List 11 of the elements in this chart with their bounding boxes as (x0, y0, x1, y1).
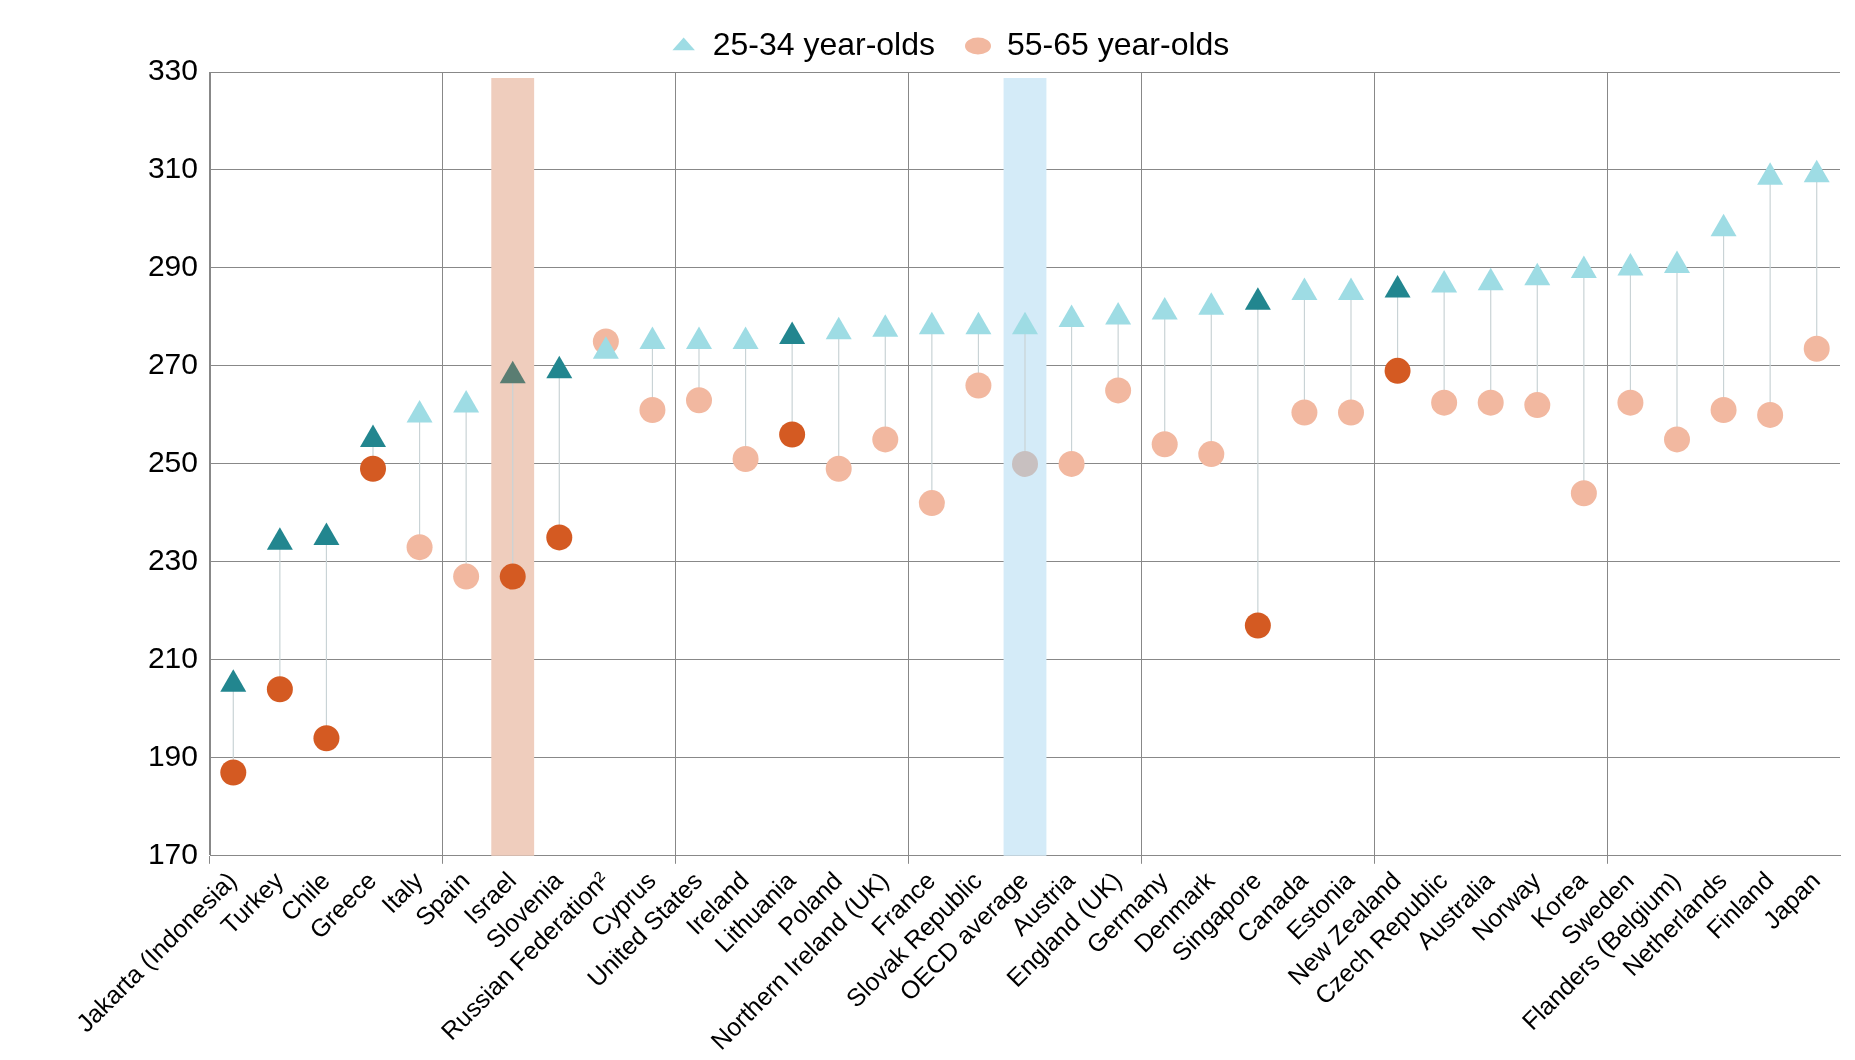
y-tick-label: 330 (147, 53, 198, 87)
y-tick-label: 270 (147, 347, 198, 381)
y-tick-label: 250 (147, 445, 198, 479)
y-tick-label: 290 (147, 249, 198, 283)
y-tick-label: 210 (147, 641, 198, 675)
legend-label: 55-65 year-olds (1007, 25, 1230, 62)
y-tick-label: 170 (147, 837, 198, 871)
y-tick-label: 230 (147, 543, 198, 577)
y-tick-label: 310 (147, 151, 198, 185)
legend-label: 25-34 year-olds (712, 25, 935, 62)
y-tick-label: 190 (147, 739, 198, 773)
